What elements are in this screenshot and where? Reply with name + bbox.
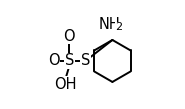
Text: S: S [65, 53, 74, 68]
Text: 2: 2 [115, 22, 122, 32]
Text: O: O [64, 29, 75, 44]
Text: S: S [81, 53, 90, 68]
Text: O: O [48, 53, 60, 68]
Text: OH: OH [54, 77, 76, 92]
Text: NH: NH [99, 17, 121, 32]
